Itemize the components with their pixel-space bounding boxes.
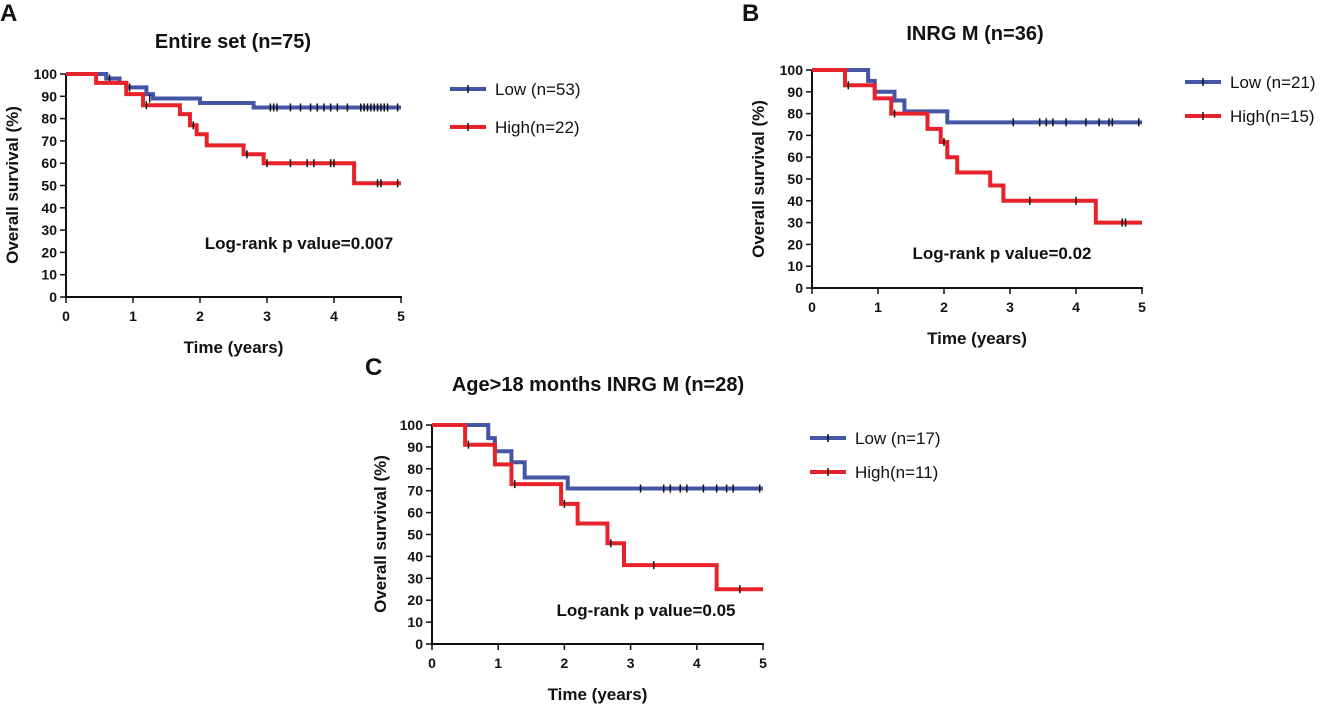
panel-b-x-axis-label: Time (years) <box>927 329 1027 348</box>
panel-a-logrank-annotation: Log-rank p value=0.007 <box>205 234 394 253</box>
panel-a-letter: A <box>0 0 17 27</box>
panel-a-y-tick-label: 20 <box>41 244 57 260</box>
panel-b-x-tick-label: 5 <box>1138 299 1146 315</box>
panel-c-x-tick-label: 3 <box>627 655 635 671</box>
panel-c-y-tick-label: 90 <box>407 439 423 455</box>
panel-a-x-axis-label: Time (years) <box>184 338 284 357</box>
panel-c-x-tick-label: 2 <box>561 655 569 671</box>
panel-b-legend-high-label: High(n=15) <box>1230 107 1315 126</box>
panel-c-letter: C <box>365 354 382 381</box>
panel-c-y-tick-label: 70 <box>407 483 423 499</box>
panel-a-x-tick-label: 4 <box>330 308 338 324</box>
panel-a-x-tick-label: 5 <box>397 308 405 324</box>
panel-a-x-tick-label: 2 <box>196 308 204 324</box>
panel-b-x-tick-label: 3 <box>1006 299 1014 315</box>
panel-c-legend-low-label: Low (n=17) <box>855 429 941 448</box>
panel-c-y-tick-label: 30 <box>407 570 423 586</box>
panel-b-y-tick-label: 90 <box>787 84 803 100</box>
panel-b-x-tick-label: 1 <box>874 299 882 315</box>
panel-b-y-tick-label: 70 <box>787 127 803 143</box>
panel-c-y-tick-label: 80 <box>407 461 423 477</box>
panel-a-legend-low-label: Low (n=53) <box>495 80 581 99</box>
panel-c-y-axis-label: Overall survival (%) <box>371 455 390 613</box>
panel-a-y-tick-label: 0 <box>49 289 57 305</box>
panel-b-y-tick-label: 0 <box>795 280 803 296</box>
panel-a-y-axis-label: Overall survival (%) <box>3 106 22 264</box>
panel-b-y-tick-label: 20 <box>787 236 803 252</box>
panel-c-x-tick-label: 4 <box>693 655 701 671</box>
panel-b-y-axis-label: Overall survival (%) <box>749 100 768 258</box>
panel-b-x-tick-label: 2 <box>940 299 948 315</box>
panel-c-y-tick-label: 100 <box>400 417 424 433</box>
panel-b-y-tick-label: 100 <box>780 62 804 78</box>
panel-a-series-high-line <box>66 72 401 186</box>
panel-b-y-tick-label: 80 <box>787 106 803 122</box>
panel-c-title: Age>18 months INRG M (n=28) <box>452 374 744 396</box>
panel-a-y-tick-label: 80 <box>41 111 57 127</box>
panel-c-x-axis-label: Time (years) <box>548 685 648 704</box>
panel-b-logrank-annotation: Log-rank p value=0.02 <box>912 244 1091 263</box>
panel-c-series-low-line <box>432 423 763 491</box>
panel-b-y-tick-label: 60 <box>787 149 803 165</box>
panel-a-title: Entire set (n=75) <box>155 31 311 53</box>
panel-a-y-tick-label: 60 <box>41 155 57 171</box>
panel-c-x-tick-label: 5 <box>759 655 767 671</box>
panel-a-series-low-line <box>66 72 401 110</box>
panel-a-y-tick-label: 70 <box>41 133 57 149</box>
panel-b-x-tick-label: 4 <box>1072 299 1080 315</box>
panel-a-x-tick-label: 1 <box>129 308 137 324</box>
panel-c-x-tick-label: 1 <box>494 655 502 671</box>
panel-b-y-tick-label: 30 <box>787 215 803 231</box>
panel-c-legend-high-label: High(n=11) <box>855 463 938 482</box>
panel-c-y-tick-label: 50 <box>407 527 423 543</box>
panel-c-y-tick-label: 0 <box>415 636 423 652</box>
panel-a-legend-high-label: High(n=22) <box>495 118 580 137</box>
panel-a-y-tick-label: 100 <box>34 66 58 82</box>
panel-b-legend-low-label: Low (n=21) <box>1230 73 1316 92</box>
panel-b-series-low-line <box>812 68 1142 125</box>
panel-c-logrank-annotation: Log-rank p value=0.05 <box>556 601 735 620</box>
panel-c-y-tick-label: 40 <box>407 548 423 564</box>
panel-c-y-tick-label: 60 <box>407 505 423 521</box>
panel-b-letter: B <box>742 0 759 27</box>
panel-b-y-tick-label: 50 <box>787 171 803 187</box>
panel-b-y-tick-label: 40 <box>787 193 803 209</box>
panel-b-series-high-line <box>812 68 1142 225</box>
panel-b-title: INRG M (n=36) <box>906 23 1043 45</box>
panel-c-y-tick-label: 20 <box>407 592 423 608</box>
panel-c-x-tick-label: 0 <box>428 655 436 671</box>
panel-a-y-tick-label: 50 <box>41 178 57 194</box>
panel-a-y-tick-label: 30 <box>41 222 57 238</box>
panel-b-y-tick-label: 10 <box>787 258 803 274</box>
panel-b-x-tick-label: 0 <box>808 299 816 315</box>
panel-a-y-tick-label: 10 <box>41 267 57 283</box>
panel-a-x-tick-label: 0 <box>62 308 70 324</box>
panel-c-series-high-line <box>432 423 763 592</box>
panel-a-y-tick-label: 40 <box>41 200 57 216</box>
panel-a-x-tick-label: 3 <box>263 308 271 324</box>
panel-c-y-tick-label: 10 <box>407 614 423 630</box>
panel-b: B INRG M (n=36) 0 10 20 30 40 50 60 70 80 90 100 0 1 2 3… <box>742 0 1316 348</box>
panel-a-y-tick-label: 90 <box>41 88 57 104</box>
